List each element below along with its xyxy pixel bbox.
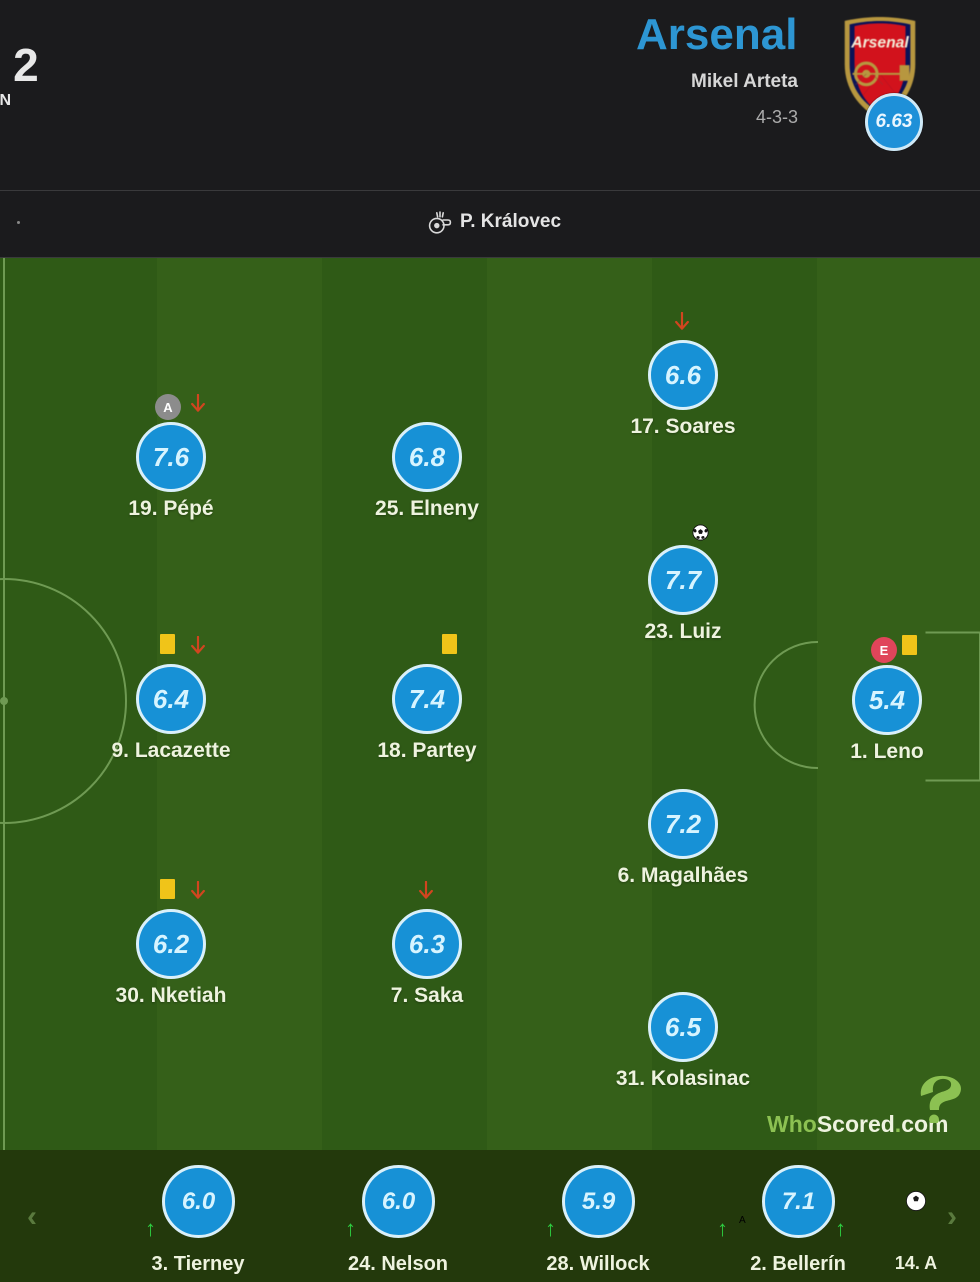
svg-text:Arsenal: Arsenal xyxy=(850,34,909,51)
